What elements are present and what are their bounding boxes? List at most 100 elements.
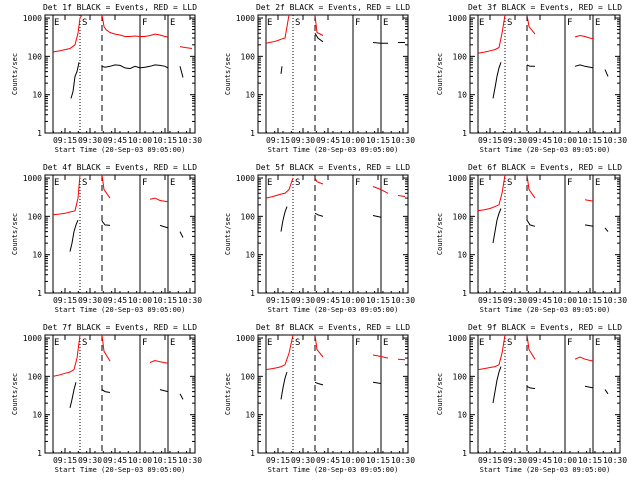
x-tick-label: 09:45 [103,136,127,145]
segment-marker-label: E [595,338,600,348]
y-tick-label: 1 [462,289,467,298]
x-axis-label: Start Time (20-Sep-03 09:05:00) [480,306,611,314]
x-tick-label: 09:45 [316,136,340,145]
series-line-lld [314,177,324,185]
x-tick-label: 09:45 [528,296,552,305]
segment-marker-label: E [170,338,175,348]
y-axis-label: Counts/sec [436,373,444,415]
x-tick-label: 09:45 [103,456,127,465]
series-line-events [101,64,169,70]
segment-marker-label: F [355,18,360,28]
y-tick-label: 10 [32,91,42,100]
plot-frame [44,174,196,294]
segment-marker-label: F [567,18,572,28]
segment-marker-label: E [54,338,59,348]
segment-marker-label: F [567,178,572,188]
series-line-lld [265,14,290,44]
x-tick-label: 10:00 [128,456,152,465]
series-line-lld [179,46,193,49]
series-line-lld [149,359,169,364]
y-tick-label: 100 [241,212,256,221]
y-tick-label: 1000 [236,14,255,23]
plot-frame [44,14,196,134]
series-line-lld [101,334,111,362]
x-tick-label: 09:45 [103,296,127,305]
x-tick-label: 10:30 [178,456,202,465]
x-tick-label: 10:30 [391,136,415,145]
segment-marker-label: E [267,18,272,28]
series-line-lld [149,197,169,203]
x-tick-label: 10:30 [178,296,202,305]
series-line-events [159,224,169,229]
series-line-lld [314,334,324,358]
segment-marker-label: S [82,338,87,348]
y-tick-label: 10 [457,91,467,100]
plot-frame [257,174,409,294]
series-line-events [492,208,502,244]
series-line-events [372,215,382,218]
series-line-events [492,62,502,99]
series-line-events [314,212,324,217]
series-line-events [101,389,111,393]
x-tick-label: 10:00 [128,296,152,305]
segment-marker-label: E [54,18,59,28]
series-line-events [314,33,324,43]
x-tick-label: 10:00 [341,136,365,145]
plot-frame [469,174,621,294]
x-tick-label: 09:30 [291,136,315,145]
series-line-events [372,381,382,384]
series-line-events [526,219,536,227]
y-tick-label: 10 [32,251,42,260]
segment-marker-label: F [142,18,147,28]
series-line-events [526,385,536,390]
y-axis-label: Counts/sec [11,373,19,415]
series-line-events [584,224,594,227]
plot-frame [44,334,196,454]
series-line-events [69,219,79,252]
segment-marker-label: E [170,178,175,188]
series-line-events [159,389,169,393]
y-tick-label: 1 [37,449,42,458]
series-line-lld [101,14,169,38]
segment-marker-label: E [595,18,600,28]
series-line-lld [372,186,389,194]
series-line-lld [397,195,406,197]
x-tick-label: 10:15 [153,136,177,145]
y-tick-label: 1 [250,129,255,138]
series-line-events [280,206,288,232]
y-tick-label: 1000 [23,174,42,183]
segment-marker-label: E [383,338,388,348]
x-tick-label: 09:45 [528,136,552,145]
segment-marker-label: S [507,18,512,28]
x-tick-label: 09:45 [316,456,340,465]
x-tick-label: 10:00 [341,456,365,465]
detector-panel-4: Det 4f BLACK = Events, RED = LLD E S F E 1 10 1… [11,163,202,314]
series-line-lld [477,174,506,212]
panel-title: Det 8f BLACK = Events, RED = LLD [256,323,410,332]
x-tick-label: 09:30 [78,296,102,305]
x-tick-label: 10:30 [391,296,415,305]
y-tick-label: 1000 [236,174,255,183]
x-axis-label: Start Time (20-Sep-03 09:05:00) [480,466,611,474]
x-tick-label: 09:30 [78,136,102,145]
segment-marker-label: E [479,338,484,348]
y-axis-label: Counts/sec [224,213,232,255]
x-tick-label: 09:30 [503,296,527,305]
series-line-lld [526,14,536,35]
plot-frame [257,14,409,134]
detector-panel-1: Det 1f BLACK = Events, RED = LLD E S F E 1 10 1… [11,3,202,154]
series-line-events [70,62,80,99]
x-tick-label: 10:15 [578,136,602,145]
x-tick-label: 10:00 [128,136,152,145]
panel-title: Det 6f BLACK = Events, RED = LLD [468,163,622,172]
segment-marker-label: F [142,178,147,188]
panel-title: Det 5f BLACK = Events, RED = LLD [256,163,410,172]
panel-title: Det 7f BLACK = Events, RED = LLD [43,323,197,332]
segment-marker-label: E [170,18,175,28]
y-tick-label: 1000 [448,174,467,183]
series-line-events [604,389,609,395]
y-tick-label: 10 [457,411,467,420]
x-tick-label: 10:30 [603,296,627,305]
y-tick-label: 1 [250,449,255,458]
